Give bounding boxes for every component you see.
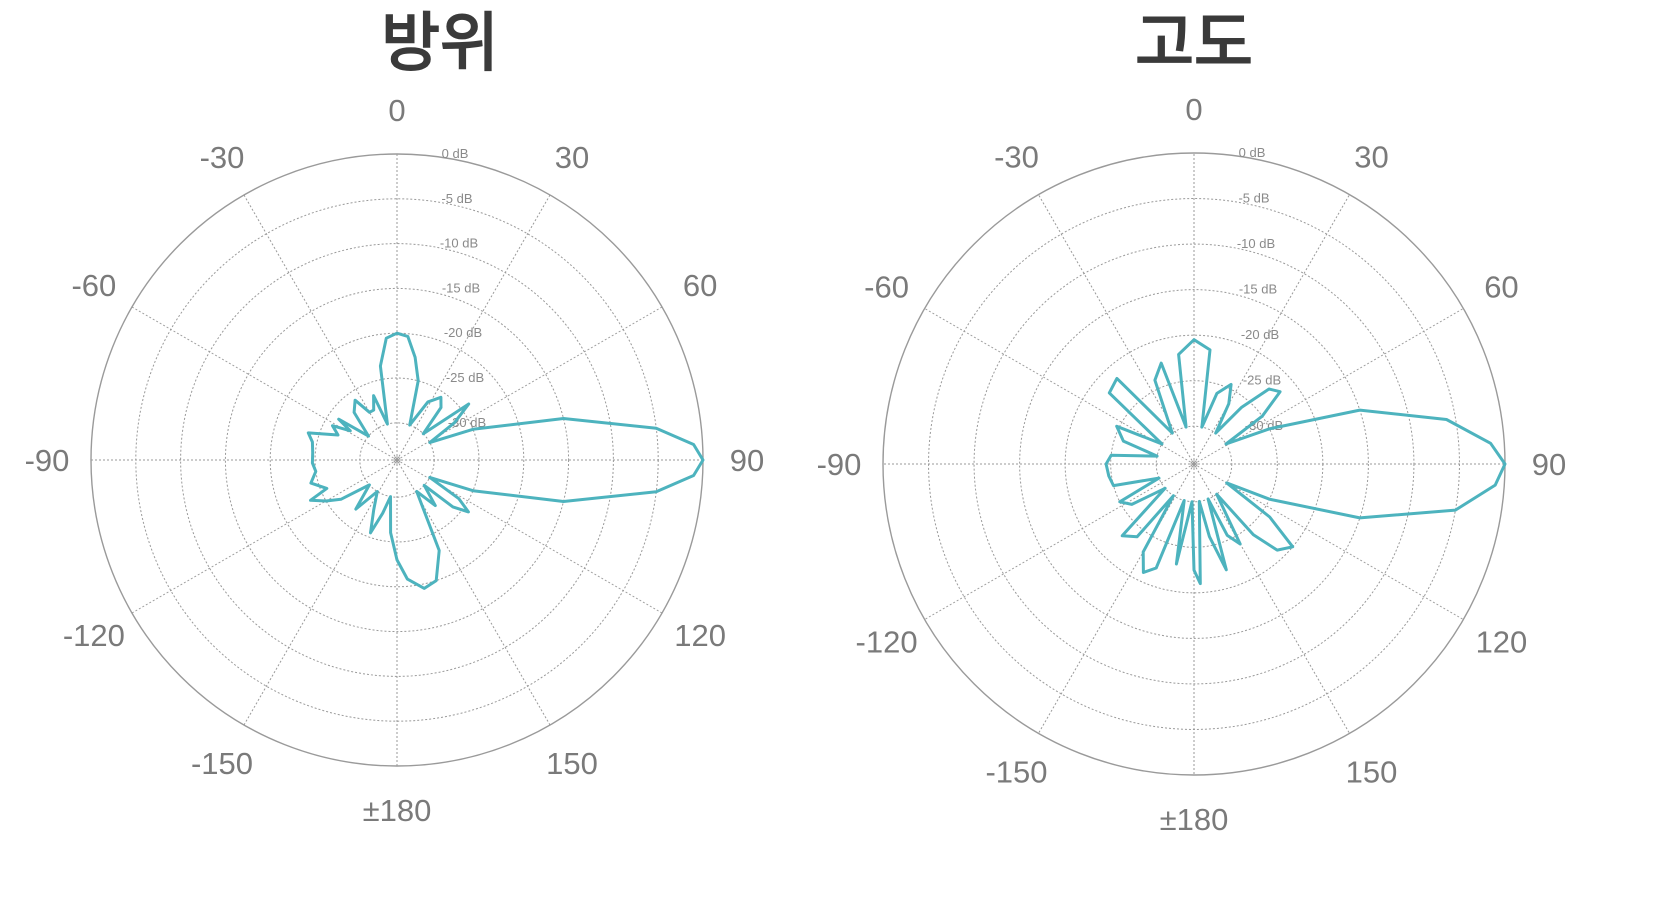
angle-tick-label: -60 xyxy=(71,268,116,303)
angle-tick-label: -120 xyxy=(63,618,125,653)
angle-tick-label: 150 xyxy=(1346,754,1398,789)
angle-tick-label: 150 xyxy=(546,746,598,781)
angle-tick-label: 120 xyxy=(1476,625,1528,660)
radial-spoke xyxy=(131,306,398,461)
radial-spoke xyxy=(396,459,551,726)
grid-ring xyxy=(973,243,1415,685)
ring-tick-label: -10 dB xyxy=(440,236,478,251)
angle-tick-label: -90 xyxy=(25,443,70,478)
ring-tick-label: -25 dB xyxy=(446,370,484,385)
grid-ring xyxy=(224,287,570,633)
angle-tick-label: -30 xyxy=(994,140,1039,175)
ring-tick-label: -10 dB xyxy=(1237,236,1275,251)
center-dot xyxy=(1190,460,1198,468)
radial-spoke xyxy=(924,463,1195,620)
angle-tick-label: 120 xyxy=(674,618,726,653)
ring-tick-label: -5 dB xyxy=(441,191,472,206)
angle-tick-label: 60 xyxy=(683,268,717,303)
angle-tick-label: 0 xyxy=(388,93,405,128)
angle-tick-label: -60 xyxy=(864,270,909,305)
radial-spoke xyxy=(396,306,663,461)
angle-tick-label: -90 xyxy=(817,447,862,482)
radial-spoke xyxy=(243,459,398,726)
radial-spoke xyxy=(396,459,663,614)
angle-tick-label: -120 xyxy=(856,625,918,660)
azimuth-chart-title: 방위 xyxy=(381,7,499,81)
elevation-polar-chart: 0 dB-5 dB-10 dB-15 dB-20 dB-25 dB-30 dB0… xyxy=(817,92,1567,837)
elevation-chart-title: 고도 xyxy=(1135,7,1253,81)
elevation-chart-panel: 0 dB -5 dB -10 dB -15 dB -20 dB -25 dB -30 dB 0… xyxy=(817,0,1679,901)
azimuth-polar-chart: 0 dB-5 dB-10 dB-15 dB-20 dB-25 dB-30 dB0… xyxy=(25,93,765,828)
ring-tick-label: -20 dB xyxy=(1241,327,1279,342)
angle-tick-label: -30 xyxy=(200,140,245,175)
angle-tick-label: 0 xyxy=(1185,92,1202,127)
ring-tick-label: 0 dB xyxy=(442,146,469,161)
ring-tick-label: -20 dB xyxy=(444,325,482,340)
radial-spoke xyxy=(131,459,398,614)
angle-tick-label: 30 xyxy=(555,140,589,175)
ring-tick-label: -5 dB xyxy=(1238,191,1269,206)
radiation-pattern-line xyxy=(306,331,705,590)
grid-ring xyxy=(1110,380,1278,548)
radiation-pattern-line xyxy=(1104,338,1507,586)
ring-tick-label: -15 dB xyxy=(442,280,480,295)
angle-tick-label: 90 xyxy=(1532,447,1566,482)
radial-spoke xyxy=(1193,463,1350,734)
center-dot xyxy=(393,456,401,464)
angle-tick-label: 90 xyxy=(730,443,764,478)
angle-tick-label: ±180 xyxy=(363,793,432,828)
radial-spoke xyxy=(396,194,551,461)
angle-tick-label: -150 xyxy=(985,754,1047,789)
radial-spoke xyxy=(1038,463,1195,734)
grid-ring xyxy=(1019,289,1369,639)
angle-tick-label: -150 xyxy=(191,746,253,781)
azimuth-chart-panel: 0 dB -5 dB -10 dB -15 dB -20 dB -25 dB -30 dB 0… xyxy=(25,7,765,828)
angle-tick-label: 60 xyxy=(1484,270,1518,305)
angle-tick-label: ±180 xyxy=(1160,802,1229,837)
angle-tick-label: 30 xyxy=(1354,140,1388,175)
ring-tick-label: 0 dB xyxy=(1239,145,1266,160)
ring-tick-label: -25 dB xyxy=(1243,373,1281,388)
ring-tick-label: -15 dB xyxy=(1239,282,1277,297)
radial-spoke xyxy=(243,194,398,461)
